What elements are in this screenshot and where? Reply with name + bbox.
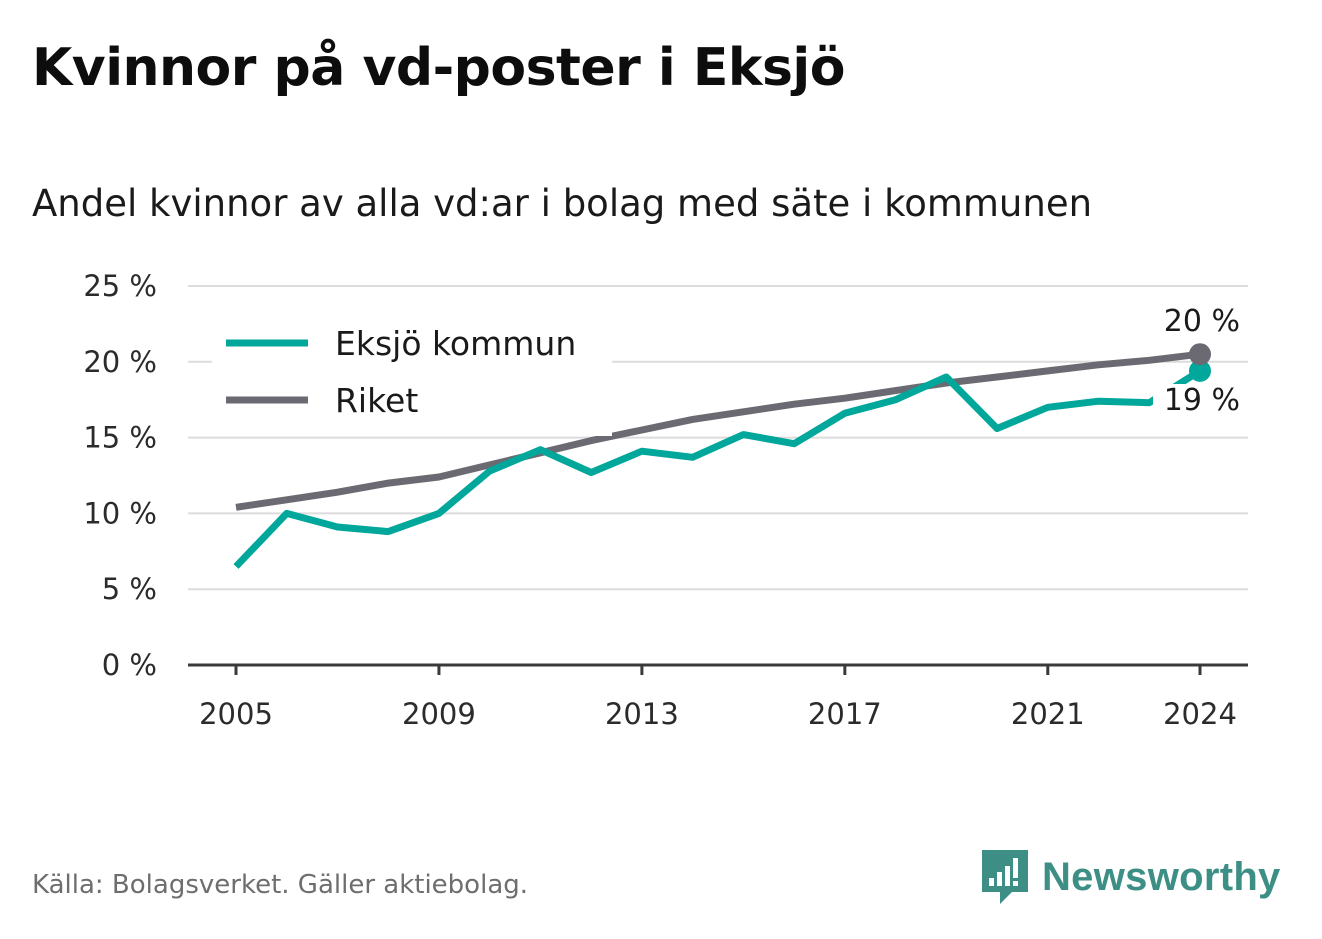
legend-background [212, 318, 612, 436]
newsworthy-logo-icon [982, 850, 1028, 904]
end-label-eksjo: 19 % [1164, 383, 1240, 418]
x-tick-label: 2017 [808, 697, 882, 731]
end-point-eksjo [1189, 359, 1211, 382]
legend: Eksjö kommun Riket [212, 318, 612, 436]
end-labels: 20 % 19 % [1153, 304, 1240, 418]
y-tick-label: 5 % [102, 572, 157, 606]
x-tick-label: 2005 [199, 697, 273, 731]
brand-name: Newsworthy [1042, 854, 1281, 899]
y-tick-label: 15 % [83, 421, 157, 455]
end-label-riket: 20 % [1164, 304, 1240, 339]
axes: 0 % 5 % 10 % 15 % 20 % 25 % 2005 2009 2013 2017 20… [83, 269, 1248, 731]
x-tick-label: 2024 [1163, 697, 1237, 731]
x-tick-label: 2013 [605, 697, 679, 731]
end-point-riket [1189, 343, 1211, 366]
series-line-riket [235, 350, 1201, 511]
series-line-eksjo [233, 367, 1202, 569]
chart-title: Kvinnor på vd-poster i Eksjö [32, 38, 845, 98]
source-note: Källa: Bolagsverket. Gäller aktiebolag. [32, 870, 529, 900]
x-tick-label: 2021 [1011, 697, 1085, 731]
brand-logo: Newsworthy [980, 848, 1281, 906]
y-tick-label: 0 % [102, 648, 157, 682]
y-tick-label: 10 % [83, 496, 157, 530]
legend-label: Riket [335, 381, 418, 420]
x-tick-label: 2009 [402, 697, 476, 731]
y-tick-label: 20 % [83, 345, 157, 379]
end-label-background [1153, 384, 1239, 416]
legend-label: Eksjö kommun [335, 324, 576, 363]
chart-subtitle: Andel kvinnor av alla vd:ar i bolag med … [32, 182, 1093, 225]
series-lines [233, 343, 1211, 569]
y-tick-label: 25 % [83, 269, 157, 303]
